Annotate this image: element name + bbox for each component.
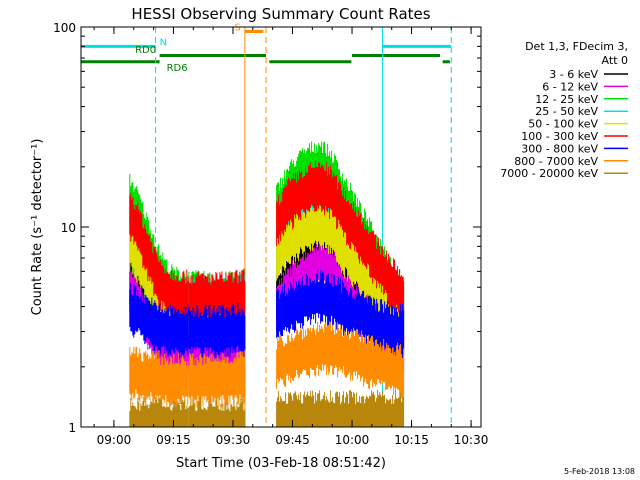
x-tick-label-09-30: 09:30 bbox=[216, 433, 251, 447]
series-trace bbox=[276, 390, 405, 427]
series-trace bbox=[276, 321, 405, 400]
legend-label-3-6-kev: 3 - 6 keV bbox=[549, 68, 598, 81]
data-series bbox=[129, 141, 405, 427]
series-800-7000-kev bbox=[129, 321, 405, 409]
series-trace bbox=[276, 270, 405, 359]
legend-label-300-800-kev: 300 - 800 keV bbox=[521, 142, 598, 155]
legend-header-line-1: Det 1,3, FDecim 3, bbox=[525, 40, 628, 53]
bar-label-rd6: RD6 bbox=[167, 63, 188, 74]
x-tick-label-09-00: 09:00 bbox=[97, 433, 132, 447]
series-trace bbox=[129, 396, 246, 427]
y-tick-label-100: 100 bbox=[53, 21, 76, 35]
series-trace bbox=[276, 160, 405, 324]
bar-label-n: N bbox=[160, 37, 167, 48]
legend-header-line-2: Att 0 bbox=[602, 54, 628, 67]
series-300-800-kev bbox=[129, 270, 405, 360]
series-100-300-kev bbox=[129, 160, 405, 327]
x-axis-label: Start Time (03-Feb-18 08:51:42) bbox=[176, 456, 386, 471]
legend-label-100-300-kev: 100 - 300 keV bbox=[521, 130, 598, 143]
x-tick-label-10-30: 10:30 bbox=[454, 433, 489, 447]
axes: 09:00 09:15 09:30 09:45 10:00 10:15 10:30 1 10 10… bbox=[53, 21, 488, 447]
x-tick-label-09-15: 09:15 bbox=[156, 433, 191, 447]
legend-label-800-7000-kev: 800 - 7000 keV bbox=[514, 155, 598, 168]
bar-label-s: S bbox=[235, 22, 241, 33]
y-tick-label-1: 1 bbox=[68, 421, 76, 435]
legend-label-25-50-kev: 25 - 50 keV bbox=[535, 105, 598, 118]
series-7000-20000-kev bbox=[129, 390, 405, 427]
legend-label-50-100-kev: 50 - 100 keV bbox=[528, 118, 598, 131]
series-trace bbox=[129, 192, 246, 327]
legend-label-6-12-kev: 6 - 12 keV bbox=[542, 80, 598, 93]
date-stamp: 5-Feb-2018 13:08 bbox=[564, 467, 635, 476]
annotation-bars: N S RD6 RD0 bbox=[81, 22, 452, 74]
y-tick-label-10: 10 bbox=[61, 221, 76, 235]
series-trace bbox=[129, 346, 246, 409]
x-tick-label-09-45: 09:45 bbox=[275, 433, 310, 447]
x-tick-label-10-15: 10:15 bbox=[394, 433, 429, 447]
y-axis-label: Count Rate (s⁻¹ detector⁻¹) bbox=[30, 139, 45, 316]
legend-label-7000-20000-kev: 7000 - 20000 keV bbox=[500, 167, 598, 180]
marker-label-rd0: RD0 bbox=[135, 45, 156, 56]
chart-title: HESSI Observing Summary Count Rates bbox=[131, 5, 430, 23]
legend-label-12-25-kev: 12 - 25 keV bbox=[535, 93, 598, 106]
x-tick-label-10-00: 10:00 bbox=[335, 433, 370, 447]
series-trace bbox=[129, 282, 246, 360]
